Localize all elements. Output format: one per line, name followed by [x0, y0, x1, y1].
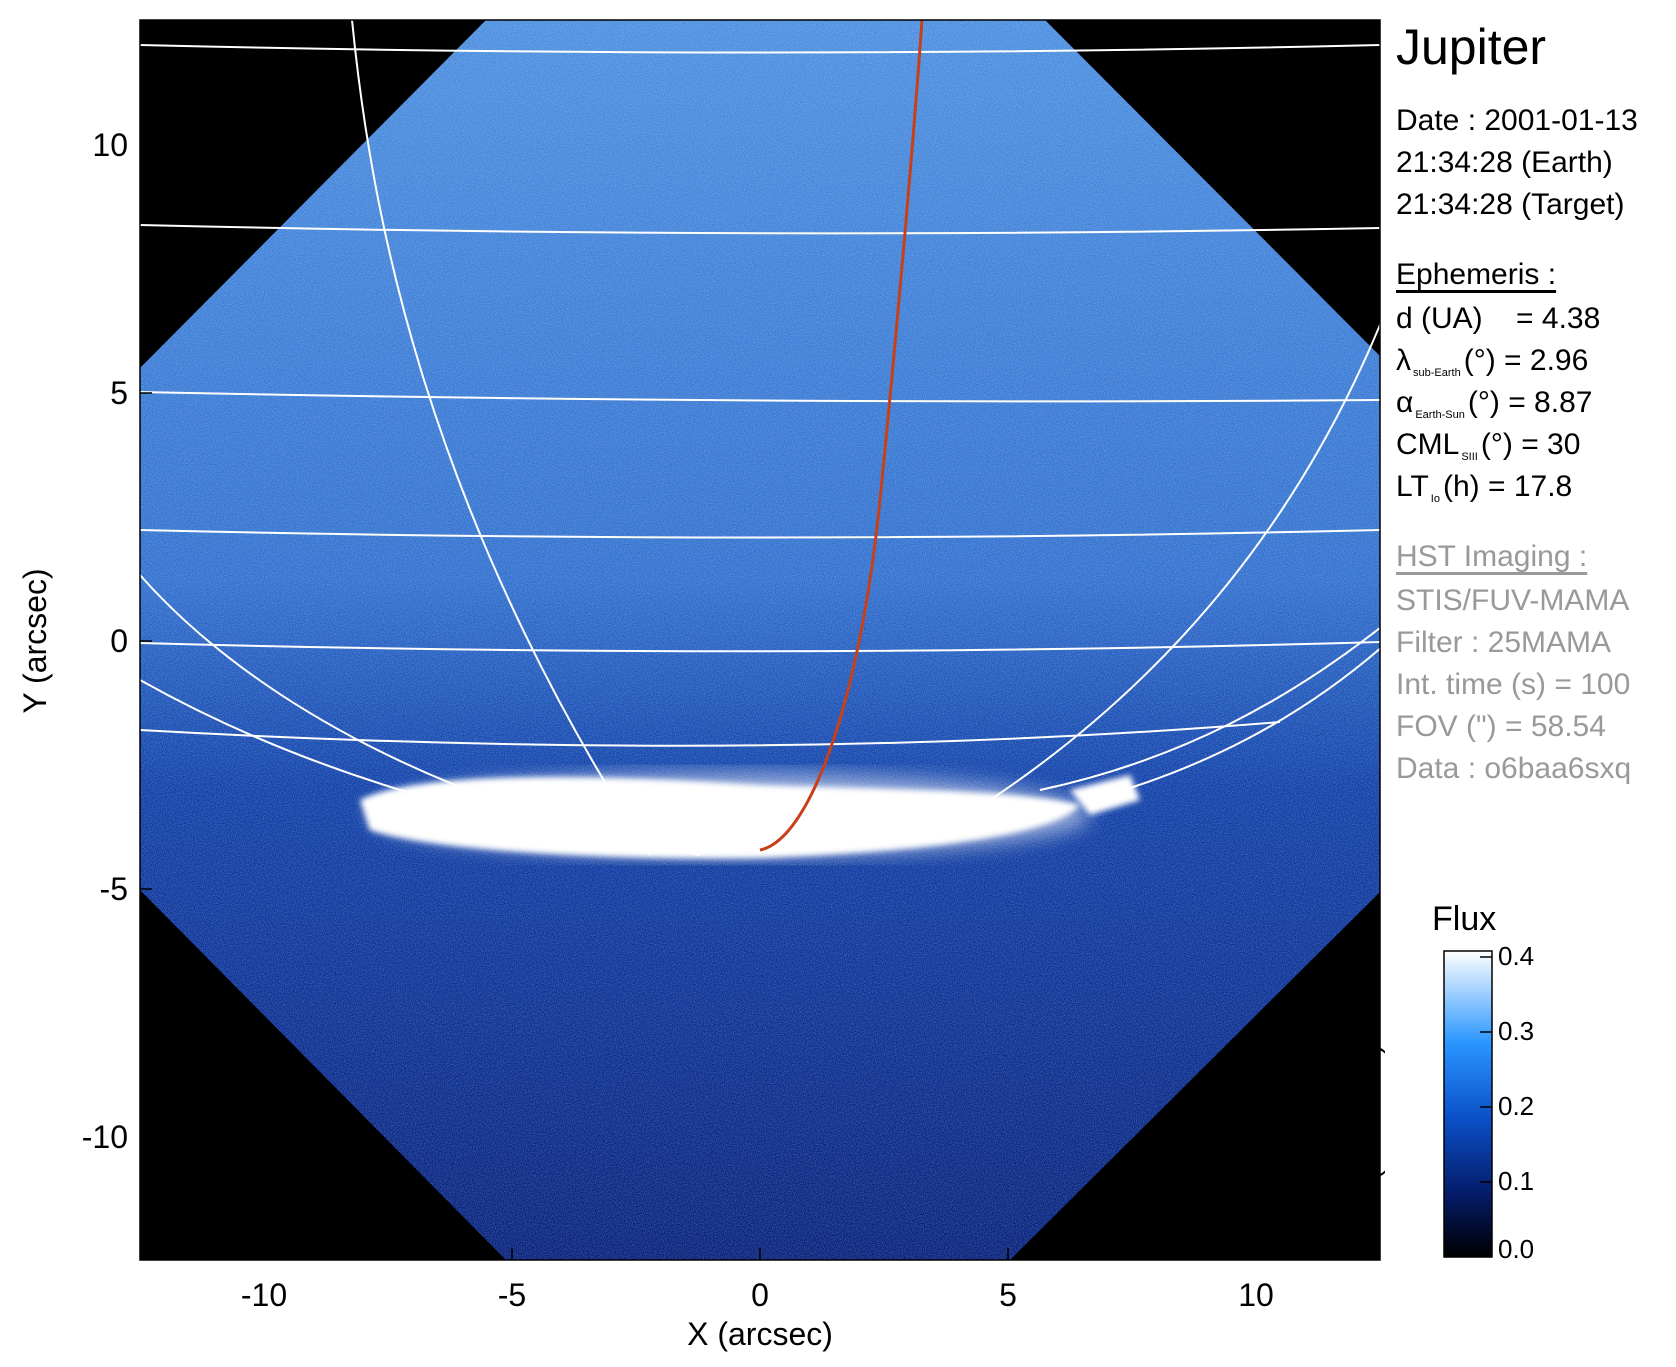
hst-filter: Filter : 25MAMA	[1396, 626, 1612, 659]
ephemeris-lt: LT Io (h) = 17.8	[1396, 470, 1573, 505]
colorbar-ticks	[1480, 956, 1492, 1183]
y-tick-label: 0	[110, 623, 128, 659]
hst-data-id: Data : o6baa6sxq	[1396, 752, 1632, 785]
latitude-grid	[140, 44, 1380, 747]
colorbar-title: Flux	[1432, 900, 1497, 938]
hst-int-time: Int. time (s) = 100	[1396, 668, 1631, 701]
detector-noise	[140, 20, 1380, 1260]
io-footprint-line	[759, 20, 924, 852]
hst-instrument: STIS/FUV-MAMA	[1396, 584, 1630, 617]
x-tick-label: 0	[751, 1277, 769, 1313]
y-tick-label: 10	[92, 127, 128, 163]
ephemeris-alpha: α Earth-Sun (°) = 8.87	[1396, 386, 1593, 421]
x-tick-label: 10	[1238, 1277, 1274, 1313]
colorbar-unit: (counts.s-1)	[1354, 1044, 1385, 1180]
axis-ticks	[140, 144, 1257, 1260]
ephemeris-header: Ephemeris :	[1396, 258, 1557, 291]
ephemeris-lambda: λ sub-Earth (°) = 2.96	[1396, 344, 1589, 379]
hst-header: HST Imaging :	[1396, 540, 1588, 573]
colorbar-tick-label: 0.0	[1498, 1234, 1535, 1264]
colorbar-tick-label: 0.1	[1498, 1166, 1535, 1196]
y-tick-label: 5	[110, 375, 128, 411]
target-name: Jupiter	[1396, 19, 1547, 75]
date-line: Date : 2001-01-13	[1396, 104, 1638, 137]
colorbar	[1443, 950, 1493, 1258]
y-axis-label: Y (arcsec)	[17, 568, 53, 713]
ephemeris-distance: d (UA) = 4.38	[1396, 302, 1601, 335]
colorbar-tick-label: 0.2	[1498, 1091, 1535, 1121]
colorbar-tick-label: 0.4	[1498, 941, 1535, 971]
auroral-oval	[360, 773, 1140, 859]
longitude-grid	[140, 20, 1380, 856]
x-tick-label: 5	[999, 1277, 1017, 1313]
y-tick-label: -5	[100, 871, 128, 907]
y-tick-label: -10	[82, 1119, 128, 1155]
x-tick-label: -5	[498, 1277, 526, 1313]
colorbar-tick-label: 0.3	[1498, 1016, 1535, 1046]
time-earth: 21:34:28 (Earth)	[1396, 146, 1613, 179]
time-target: 21:34:28 (Target)	[1396, 188, 1625, 221]
hst-fov: FOV (") = 58.54	[1396, 710, 1606, 743]
x-axis-label: X (arcsec)	[687, 1316, 833, 1352]
x-tick-label: -10	[241, 1277, 287, 1313]
ephemeris-cml: CML SIII (°) = 30	[1396, 428, 1581, 463]
